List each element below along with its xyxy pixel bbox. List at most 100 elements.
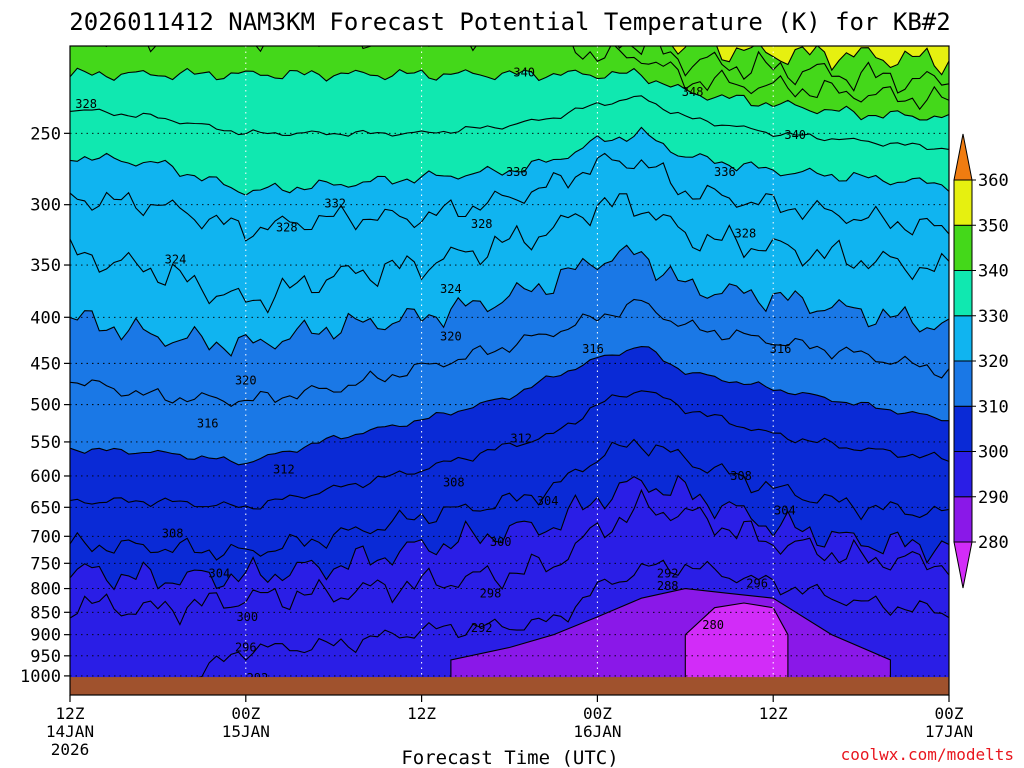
y-tick-label: 700 [30, 527, 61, 547]
x-tick-label: 00Z [583, 704, 612, 723]
x-tick-date: 14JAN [46, 722, 94, 741]
contour-label: 292 [471, 621, 493, 635]
contour-label: 308 [162, 527, 184, 541]
plot-frame [69, 45, 950, 696]
credit-link[interactable]: coolwx.com/modelts [841, 745, 1014, 764]
chart-title: 2026011412 NAM3KM Forecast Potential Tem… [69, 8, 950, 36]
y-tick-label: 750 [30, 554, 61, 574]
contour-344 [103, 46, 949, 111]
theta-contour-lines [70, 46, 949, 695]
colorbar-label: 300 [978, 443, 1009, 463]
y-tick-label: 800 [30, 580, 61, 600]
contour-label: 348 [682, 85, 704, 99]
x-tick-label: 12Z [407, 704, 436, 723]
contour-label: 304 [774, 503, 796, 517]
x-tick-date: 16JAN [573, 722, 621, 741]
theta-filled-contours [70, 46, 949, 695]
dotted-grid [70, 46, 949, 695]
colorbar-label: 330 [978, 307, 1009, 327]
contour-label: 316 [197, 417, 219, 431]
colorbar-label: 350 [978, 216, 1009, 236]
contour-324 [70, 193, 949, 314]
colorbar-segment [953, 451, 973, 498]
contour-labels: 328 340 348 340 336 336 332 328 328 328 324 324 320 3… [75, 66, 806, 685]
contour-label: 328 [735, 227, 757, 241]
contour-308 [70, 390, 949, 510]
y-tick-label: 1000 [20, 667, 61, 687]
contour-label: 316 [770, 342, 792, 356]
x-tick-label: 12Z [759, 704, 788, 723]
y-tick-label: 350 [30, 256, 61, 276]
x-tick-date: 15JAN [222, 722, 270, 741]
contour-label: 312 [273, 462, 295, 476]
colorbar-label: 360 [978, 171, 1009, 191]
y-tick-label: 400 [30, 308, 61, 328]
contour-348 [617, 46, 949, 94]
contour-292 [70, 559, 949, 695]
x-tick-label: 12Z [56, 704, 85, 723]
x-tick-year: 2026 [51, 740, 90, 759]
contour-label: 328 [471, 217, 493, 231]
contour-label: 336 [714, 165, 736, 179]
contour-label: 304 [537, 494, 559, 508]
contour-316 [70, 298, 949, 407]
contour-296 [70, 488, 949, 626]
y-tick-label: 250 [30, 124, 61, 144]
colorbar-segment [953, 360, 973, 407]
x-tick-date: 17JAN [925, 722, 973, 741]
contour-label: 320 [440, 329, 462, 343]
y-tick-label: 850 [30, 603, 61, 623]
contour-label: 340 [784, 128, 806, 142]
contour-label: 320 [235, 373, 257, 387]
contour-328 [70, 152, 949, 242]
contour-label: 296 [235, 641, 257, 655]
contour-label: 296 [746, 577, 768, 591]
contour-352 [671, 46, 949, 76]
contour-320 [70, 244, 949, 357]
y-tick-label: 900 [30, 626, 61, 646]
contour-label: 336 [506, 165, 528, 179]
contour-label: 288 [657, 579, 679, 593]
colorbar-segment [953, 405, 973, 452]
contour-label: 324 [165, 252, 187, 266]
contour-332 [70, 126, 949, 196]
contour-312 [70, 346, 949, 466]
contour-label: 312 [510, 431, 532, 445]
y-tick-label: 550 [30, 433, 61, 453]
contour-label: 300 [236, 610, 258, 624]
contour-340 [70, 67, 949, 121]
contour-label: 328 [75, 97, 97, 111]
ground-surface [70, 677, 949, 695]
contour-304 [70, 438, 949, 561]
colorbar-label: 340 [978, 262, 1009, 282]
x-tick-label: 00Z [935, 704, 964, 723]
colorbar-segment [953, 270, 973, 317]
contour-label: 328 [276, 221, 298, 235]
band-352 [70, 46, 949, 75]
contour-300 [70, 474, 949, 591]
colorbar-segment [953, 315, 973, 362]
x-tick-label: 00Z [231, 704, 260, 723]
contour-336 [70, 95, 949, 151]
contour-label: 280 [702, 618, 724, 632]
colorbar-segment [953, 179, 973, 226]
contour-label: 308 [443, 475, 465, 489]
colorbar: 280 290 300 310 320 330 340 350 360 [953, 133, 1009, 589]
colorbar-label: 290 [978, 488, 1009, 508]
contour-label: 298 [480, 586, 502, 600]
contour-label: 340 [513, 66, 535, 80]
contour-label: 324 [440, 282, 462, 296]
colorbar-label: 280 [978, 533, 1009, 553]
contour-label: 316 [582, 342, 604, 356]
y-tick-label: 650 [30, 498, 61, 518]
contour-label: 300 [490, 535, 512, 549]
colorbar-label: 310 [978, 397, 1009, 417]
y-tick-label: 600 [30, 467, 61, 487]
contour-label: 308 [730, 469, 752, 483]
y-tick-label: 950 [30, 647, 61, 667]
colorbar-segment [953, 496, 973, 543]
colorbar-label: 320 [978, 352, 1009, 372]
contour-label: 332 [324, 196, 346, 210]
